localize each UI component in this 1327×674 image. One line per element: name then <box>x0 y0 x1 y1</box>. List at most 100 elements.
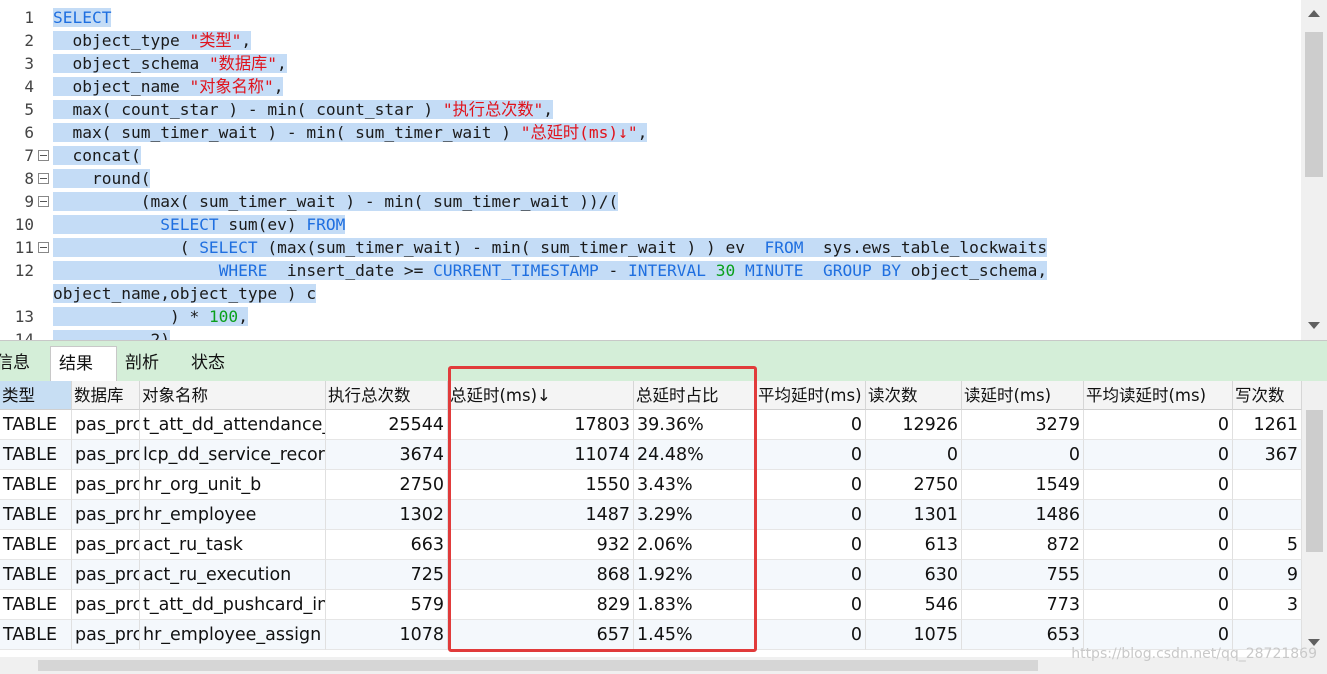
tab-status[interactable]: 状态 <box>191 353 225 373</box>
table-row[interactable]: TABLE pas_prc hr_org_unit_b 2750 1550 3.43% 0 2… <box>0 470 1302 500</box>
table-cell[interactable]: 579 <box>326 590 448 620</box>
table-cell[interactable] <box>1233 500 1302 530</box>
column-header[interactable]: 读次数 <box>866 381 962 410</box>
table-cell[interactable]: pas_prc <box>72 590 140 620</box>
grid-vertical-scrollbar[interactable] <box>1302 381 1327 657</box>
table-cell[interactable]: 0 <box>756 560 866 590</box>
table-cell[interactable]: TABLE <box>0 560 72 590</box>
column-header[interactable]: 总延时占比 <box>634 381 756 410</box>
table-cell[interactable]: 0 <box>756 590 866 620</box>
table-cell[interactable]: 630 <box>866 560 962 590</box>
table-cell[interactable]: 546 <box>866 590 962 620</box>
table-cell[interactable]: 367 <box>1233 440 1302 470</box>
table-row[interactable]: TABLE pas_prc t_att_dd_attendance_ 25544 178… <box>0 410 1302 440</box>
table-cell[interactable]: 5 <box>1233 530 1302 560</box>
table-cell[interactable]: 0 <box>756 530 866 560</box>
table-cell[interactable]: 1549 <box>962 470 1084 500</box>
table-cell[interactable]: 1486 <box>962 500 1084 530</box>
table-cell[interactable]: 0 <box>1084 440 1233 470</box>
table-cell[interactable]: TABLE <box>0 410 72 440</box>
table-cell[interactable]: 0 <box>962 440 1084 470</box>
table-cell[interactable]: pas_prc <box>72 500 140 530</box>
table-row[interactable]: TABLE pas_prc act_ru_task 663 932 2.06% 0 613 87… <box>0 530 1302 560</box>
result-grid[interactable]: 类型 数据库 对象名称 执行总次数 总延时(ms)↓ 总延时占比 平均延时(ms) 读次数 读延… <box>0 381 1302 657</box>
table-cell[interactable]: TABLE <box>0 590 72 620</box>
table-cell[interactable]: 613 <box>866 530 962 560</box>
table-cell[interactable]: 0 <box>756 500 866 530</box>
table-cell[interactable]: pas_prc <box>72 560 140 590</box>
column-header[interactable]: 执行总次数 <box>326 381 448 410</box>
table-cell[interactable]: 0 <box>756 440 866 470</box>
table-cell[interactable]: TABLE <box>0 620 72 650</box>
fold-toggle-icon[interactable] <box>38 242 49 253</box>
table-cell[interactable]: 3.29% <box>634 500 756 530</box>
column-header[interactable]: 写次数 <box>1233 381 1302 410</box>
fold-toggle-icon[interactable] <box>38 150 49 161</box>
table-cell[interactable]: 3674 <box>326 440 448 470</box>
table-cell[interactable]: 3 <box>1233 590 1302 620</box>
table-cell[interactable]: 0 <box>1084 620 1233 650</box>
column-header[interactable]: 对象名称 <box>140 381 326 410</box>
table-cell[interactable] <box>1233 620 1302 650</box>
scroll-down-arrow-icon[interactable] <box>1308 322 1320 329</box>
grid-horizontal-scrollbar[interactable] <box>0 657 1327 674</box>
table-cell[interactable]: 755 <box>962 560 1084 590</box>
grid-hscroll-thumb[interactable] <box>38 660 1038 671</box>
tab-profile[interactable]: 剖析 <box>125 353 159 373</box>
table-cell[interactable]: 1078 <box>326 620 448 650</box>
table-cell[interactable]: 24.48% <box>634 440 756 470</box>
table-cell[interactable]: 868 <box>448 560 634 590</box>
table-cell[interactable]: 773 <box>962 590 1084 620</box>
table-cell[interactable]: 0 <box>1084 500 1233 530</box>
table-cell[interactable]: 3279 <box>962 410 1084 440</box>
table-cell[interactable]: 1.83% <box>634 590 756 620</box>
grid-scroll-thumb[interactable] <box>1306 410 1323 552</box>
table-cell[interactable]: 1302 <box>326 500 448 530</box>
column-header[interactable]: 平均延时(ms) <box>756 381 866 410</box>
table-cell[interactable]: pas_prc <box>72 530 140 560</box>
table-cell[interactable]: pas_prc <box>72 470 140 500</box>
table-cell[interactable]: 0 <box>1084 560 1233 590</box>
table-cell[interactable] <box>1233 470 1302 500</box>
editor-scroll-thumb[interactable] <box>1305 32 1323 177</box>
table-cell[interactable]: 872 <box>962 530 1084 560</box>
table-cell[interactable]: 1075 <box>866 620 962 650</box>
table-cell[interactable]: hr_employee_assign <box>140 620 326 650</box>
table-cell[interactable]: 2.06% <box>634 530 756 560</box>
column-header[interactable]: 读延时(ms) <box>962 381 1084 410</box>
table-cell[interactable]: 11074 <box>448 440 634 470</box>
fold-toggle-icon[interactable] <box>38 173 49 184</box>
table-cell[interactable]: TABLE <box>0 470 72 500</box>
table-cell[interactable]: 932 <box>448 530 634 560</box>
table-cell[interactable]: 1261 <box>1233 410 1302 440</box>
code-area[interactable]: SELECT object_type "类型", object_schema "… <box>53 0 1301 340</box>
table-cell[interactable]: act_ru_task <box>140 530 326 560</box>
table-cell[interactable]: 0 <box>1084 470 1233 500</box>
table-cell[interactable]: 0 <box>756 410 866 440</box>
table-cell[interactable]: pas_prc <box>72 620 140 650</box>
table-cell[interactable]: 1550 <box>448 470 634 500</box>
table-cell[interactable]: pas_prc <box>72 440 140 470</box>
table-cell[interactable]: 1.92% <box>634 560 756 590</box>
table-cell[interactable]: 0 <box>756 620 866 650</box>
grid-scroll-down-arrow-icon[interactable] <box>1308 639 1320 646</box>
column-header[interactable]: 数据库 <box>72 381 140 410</box>
scroll-up-arrow-icon[interactable] <box>1308 10 1320 17</box>
table-cell[interactable]: act_ru_execution <box>140 560 326 590</box>
table-cell[interactable]: 1487 <box>448 500 634 530</box>
table-cell[interactable]: 12926 <box>866 410 962 440</box>
column-header[interactable]: 平均读延时(ms) <box>1084 381 1233 410</box>
table-cell[interactable]: 0 <box>1084 530 1233 560</box>
table-cell[interactable]: 0 <box>1084 590 1233 620</box>
tab-info[interactable]: 信息 <box>0 353 30 373</box>
table-cell[interactable]: 663 <box>326 530 448 560</box>
table-cell[interactable]: 3.43% <box>634 470 756 500</box>
table-cell[interactable]: 725 <box>326 560 448 590</box>
table-cell[interactable]: 1.45% <box>634 620 756 650</box>
table-cell[interactable]: 0 <box>756 470 866 500</box>
fold-toggle-icon[interactable] <box>38 196 49 207</box>
table-cell[interactable]: 2750 <box>866 470 962 500</box>
table-cell[interactable]: TABLE <box>0 500 72 530</box>
sql-editor[interactable]: 1 2 3 4 5 6 7 8 9 10 11 12 13 14 SELECT object_type "… <box>0 0 1327 340</box>
table-cell[interactable]: 0 <box>1084 410 1233 440</box>
